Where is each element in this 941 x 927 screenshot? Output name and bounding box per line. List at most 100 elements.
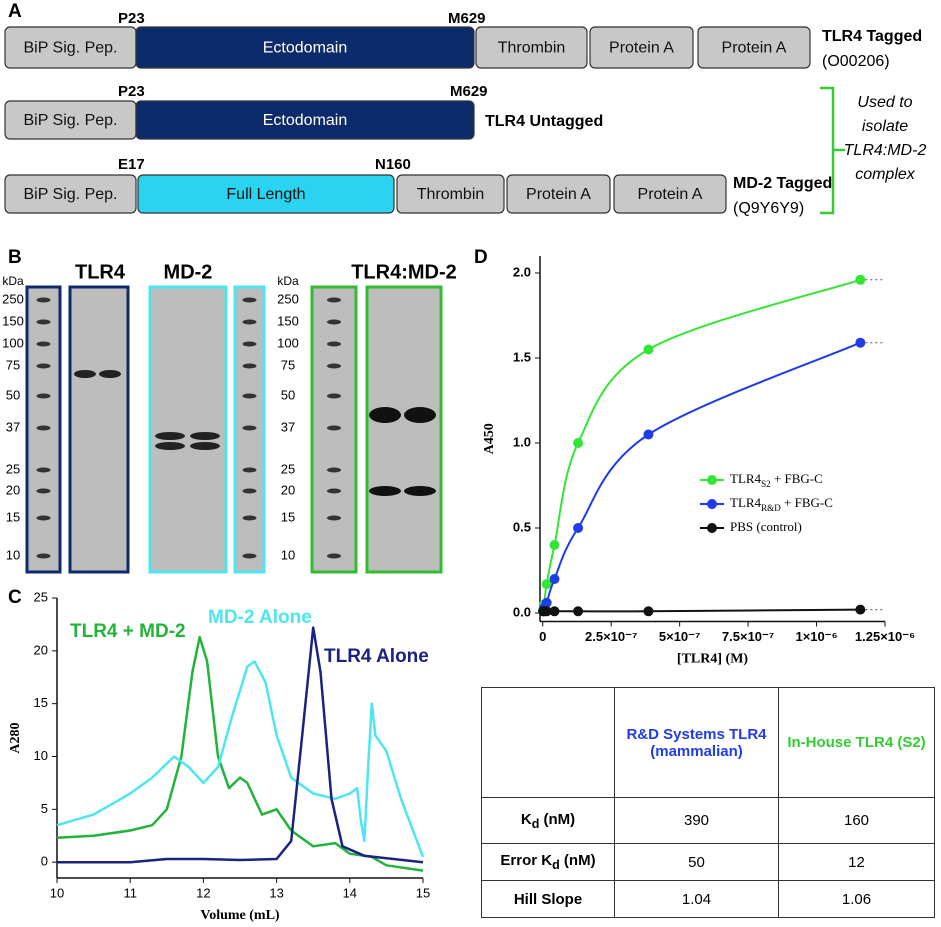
data-point: [541, 597, 552, 608]
series-line: [56, 635, 424, 872]
x-tick-label: 14: [343, 885, 357, 900]
site-label: N160: [375, 156, 411, 173]
marker-label: 75: [6, 357, 20, 372]
x-tick-label: 7.5×10⁻⁷: [722, 629, 774, 644]
ladder-band: [242, 425, 257, 431]
construct-name: MD-2 Tagged: [733, 175, 832, 192]
text-part: d: [552, 858, 560, 872]
domain-box: [589, 26, 694, 69]
marker-label: 15: [281, 509, 295, 524]
table-header: R&D Systems TLR4 (mammalian) In-House TL…: [481, 687, 935, 798]
site-label: P23: [118, 83, 145, 100]
marker-label: 25: [6, 461, 20, 476]
y-tick-label: 5: [41, 801, 48, 816]
gel-band: [99, 370, 121, 378]
y-tick-label: 0.0: [513, 604, 531, 619]
fit-curve: [542, 278, 861, 610]
ladder-band: [327, 467, 341, 473]
gel-band: [404, 486, 436, 496]
row-label: Hill Slope: [481, 880, 615, 918]
marker-label: 37: [6, 419, 20, 434]
gel: [233, 285, 266, 574]
domain-box: [4, 174, 137, 214]
marker-label: 15: [6, 509, 20, 524]
x-axis-label: Volume (mL): [200, 908, 280, 923]
gel-title: MD-2: [164, 261, 213, 283]
domain-box: [475, 26, 588, 69]
ladder-band: [242, 363, 257, 369]
marker-label: 150: [2, 313, 24, 328]
ladder-band: [36, 488, 51, 494]
data-point: [573, 606, 584, 617]
table-row: Error Kd (nM) 50 12: [481, 843, 935, 881]
domain-label: Full Length: [226, 186, 305, 203]
table-cell: 390: [614, 797, 779, 844]
ladder-band: [36, 319, 51, 325]
data-point: [643, 429, 654, 440]
data-point: [855, 274, 866, 285]
ladder-band: [242, 393, 257, 399]
ladder-band: [327, 363, 341, 369]
marker-label: 37: [281, 419, 295, 434]
domain-box: [396, 174, 505, 214]
ladder-band: [36, 341, 51, 347]
gel-band: [190, 442, 220, 450]
marker-label: 25: [281, 461, 295, 476]
gel: [68, 285, 130, 574]
panel-label: A: [8, 1, 22, 22]
y-tick-label: 0: [41, 854, 48, 869]
marker-label: 50: [6, 387, 20, 402]
gel-band: [404, 407, 436, 423]
ladder-band: [242, 297, 257, 303]
fit-curve: [543, 608, 861, 613]
domain-label: Ectodomain: [263, 40, 348, 57]
bracket: [820, 86, 845, 215]
series-label: MD-2 Alone: [208, 607, 312, 628]
site-label: M629: [448, 10, 486, 27]
text-part: d: [531, 816, 540, 831]
blank-cell: [481, 687, 615, 798]
series-line: [56, 660, 425, 858]
x-tick-label: 2.5×10⁻⁷: [585, 629, 637, 644]
ladder-band: [327, 553, 341, 559]
domain-label: Protein A: [526, 186, 591, 203]
legend-entry: TLR4R&D + FBG-C: [730, 495, 833, 513]
domain-box: [135, 26, 475, 69]
text-part: PBS (control): [730, 519, 802, 534]
ladder-band: [242, 488, 257, 494]
domain-label: Thrombin: [498, 40, 566, 57]
data-point: [549, 574, 560, 584]
bracket-note: TLR4:MD-2: [844, 142, 927, 159]
site-label: E17: [118, 156, 145, 173]
data-point: [573, 438, 584, 448]
bracket-note: complex: [855, 166, 916, 183]
text-part: Hill Slope: [513, 890, 583, 908]
marker-label: 150: [277, 313, 299, 328]
y-axis-label: A450: [482, 423, 497, 454]
data-point: [855, 337, 866, 348]
y-tick-label: 10: [34, 748, 48, 763]
domain-box: [613, 174, 727, 214]
x-tick-label: 5×10⁻⁷: [659, 629, 701, 644]
construct-name: TLR4 Untagged: [485, 113, 603, 130]
row-label: Error Kd (nM): [481, 843, 615, 881]
construct-name: TLR4 Tagged: [822, 28, 922, 45]
ladder-band: [242, 553, 257, 559]
kd-table: R&D Systems TLR4 (mammalian) In-House TL…: [481, 687, 935, 918]
legend-entry: TLR4S2 + FBG-C: [730, 471, 823, 489]
marker-label: 10: [281, 547, 295, 562]
accession: (O00206): [822, 53, 890, 70]
domain-label: Protein A: [638, 186, 703, 203]
ladder-band: [242, 319, 257, 325]
y-tick-label: 15: [34, 695, 48, 710]
series-label: TLR4 + MD-2: [70, 621, 186, 642]
gel-band: [369, 407, 401, 423]
text-part: Error K: [500, 852, 553, 869]
ladder-band: [327, 425, 341, 431]
bracket-note: isolate: [862, 118, 908, 135]
gel: [365, 285, 443, 574]
text-part: S2: [761, 479, 771, 489]
column-header: In-House TLR4 (S2): [778, 687, 935, 798]
